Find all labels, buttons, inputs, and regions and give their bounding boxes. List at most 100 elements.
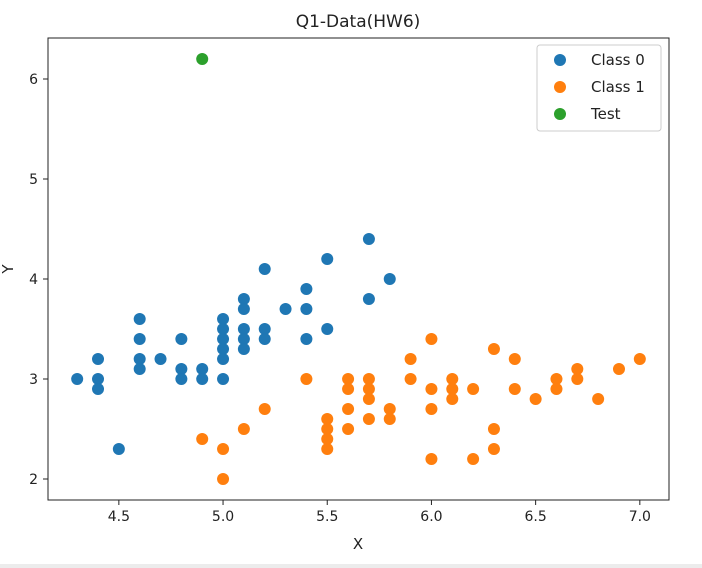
data-point — [112, 443, 125, 455]
data-point — [258, 263, 271, 275]
legend-box — [536, 44, 662, 132]
data-point — [446, 373, 459, 385]
data-point — [446, 393, 459, 405]
y-tick-label: 5 — [29, 172, 38, 188]
data-point — [342, 383, 355, 395]
data-point — [258, 403, 271, 415]
data-point — [321, 253, 334, 265]
data-point — [175, 373, 188, 385]
data-point — [217, 323, 230, 335]
data-point — [425, 333, 438, 345]
x-tick-label: 5.5 — [316, 509, 338, 525]
data-point — [362, 383, 375, 395]
data-point — [258, 323, 271, 335]
chart-title: Q1-Data(HW6) — [296, 12, 421, 32]
data-point — [217, 353, 230, 365]
data-point — [362, 293, 375, 305]
data-point — [92, 353, 105, 365]
data-point — [175, 333, 188, 345]
data-point — [217, 443, 230, 455]
data-point — [550, 373, 563, 385]
legend-label: Class 0 — [591, 51, 645, 69]
x-axis-ticks: 4.5 5.0 5.5 6.0 6.5 7.0 — [108, 500, 651, 525]
data-point — [383, 273, 396, 285]
legend-marker — [554, 54, 566, 66]
data-point — [487, 443, 500, 455]
data-point — [300, 303, 313, 315]
legend: Class 0 Class 1 Test — [536, 44, 662, 132]
data-point — [342, 373, 355, 385]
data-point — [237, 303, 250, 315]
data-point — [383, 413, 396, 425]
data-point — [196, 53, 209, 65]
data-point — [133, 333, 146, 345]
y-tick-label: 6 — [29, 72, 38, 88]
data-point — [154, 353, 167, 365]
data-point — [425, 403, 438, 415]
series-class-0 — [71, 233, 396, 455]
data-point — [92, 383, 105, 395]
data-point — [571, 373, 584, 385]
y-tick-label: 2 — [29, 472, 38, 488]
data-point — [362, 413, 375, 425]
data-point — [362, 393, 375, 405]
data-point — [425, 383, 438, 395]
data-point — [196, 373, 209, 385]
data-point — [258, 333, 271, 345]
data-point — [237, 323, 250, 335]
x-axis-label: X — [353, 535, 363, 553]
data-point — [321, 423, 334, 435]
data-point — [633, 353, 646, 365]
data-point — [467, 383, 480, 395]
data-point — [342, 423, 355, 435]
legend-marker — [554, 108, 566, 120]
data-point — [237, 343, 250, 355]
data-point — [321, 433, 334, 445]
x-tick-label: 4.5 — [108, 509, 130, 525]
data-point — [133, 353, 146, 365]
data-point — [487, 423, 500, 435]
data-point — [133, 363, 146, 375]
data-point — [446, 383, 459, 395]
data-point — [217, 473, 230, 485]
data-point — [217, 343, 230, 355]
x-tick-label: 6.5 — [524, 509, 546, 525]
data-point — [321, 443, 334, 455]
data-point — [592, 393, 605, 405]
x-tick-label: 6.0 — [420, 509, 442, 525]
y-axis-label: Y — [0, 264, 17, 275]
x-tick-label: 5.0 — [212, 509, 234, 525]
x-tick-label: 7.0 — [629, 509, 651, 525]
data-point — [300, 283, 313, 295]
legend-label: Class 1 — [591, 78, 645, 96]
data-point — [508, 353, 521, 365]
data-point — [92, 373, 105, 385]
y-tick-label: 4 — [29, 272, 38, 288]
data-point — [467, 453, 480, 465]
data-point — [342, 403, 355, 415]
legend-marker — [554, 81, 566, 93]
legend-label: Test — [590, 105, 621, 123]
data-point — [217, 313, 230, 325]
data-point — [529, 393, 542, 405]
data-point — [362, 373, 375, 385]
data-point — [487, 343, 500, 355]
data-point — [300, 333, 313, 345]
data-point — [612, 363, 625, 375]
data-point — [237, 423, 250, 435]
series-class-1 — [196, 333, 646, 485]
data-points — [71, 53, 646, 485]
y-tick-label: 3 — [29, 372, 38, 388]
data-point — [196, 363, 209, 375]
data-point — [404, 373, 417, 385]
bottom-divider — [0, 564, 702, 568]
data-point — [425, 453, 438, 465]
data-point — [237, 333, 250, 345]
data-point — [133, 313, 146, 325]
data-point — [237, 293, 250, 305]
data-point — [508, 383, 521, 395]
data-point — [362, 233, 375, 245]
data-point — [321, 323, 334, 335]
data-point — [71, 373, 84, 385]
